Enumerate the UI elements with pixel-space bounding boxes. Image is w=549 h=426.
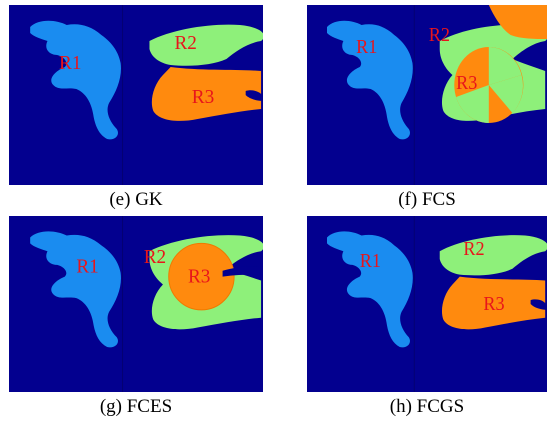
segmentation-image-g: R1 R2 R3	[9, 216, 263, 392]
caption-f: (f) FCS	[398, 189, 456, 210]
panel-e: R1 R2 R3 (e) GK	[9, 5, 263, 210]
region-label-r2: R2	[463, 239, 484, 261]
panel-g: R1 R2 R3 (g) FCES	[9, 216, 263, 417]
region-label-r2: R2	[174, 33, 196, 54]
region-label-r1: R1	[360, 250, 381, 272]
region-label-r2: R2	[144, 247, 166, 268]
caption-h: (h) FCGS	[389, 396, 465, 417]
caption-e: (e) GK	[109, 189, 163, 210]
segmentation-image-h: R1 R2 R3	[307, 216, 547, 392]
region-label-r2: R2	[429, 24, 450, 46]
region-label-r1: R1	[76, 257, 98, 278]
region-label-r3: R3	[456, 72, 477, 94]
caption-g: (g) FCES	[99, 396, 173, 417]
region-label-r1: R1	[356, 36, 377, 58]
region-label-r1: R1	[59, 53, 81, 74]
region-label-r3: R3	[192, 87, 215, 108]
segmentation-image-e: R1 R2 R3	[9, 5, 263, 185]
panel-f: R1 R2 R3 (f) FCS	[307, 5, 547, 210]
segmentation-image-f: R1 R2 R3	[307, 5, 547, 185]
panel-h: R1 R2 R3 (h) FCGS	[307, 216, 547, 417]
region-label-r3: R3	[188, 266, 210, 287]
region-label-r3: R3	[483, 293, 504, 315]
region-r3	[168, 242, 235, 311]
